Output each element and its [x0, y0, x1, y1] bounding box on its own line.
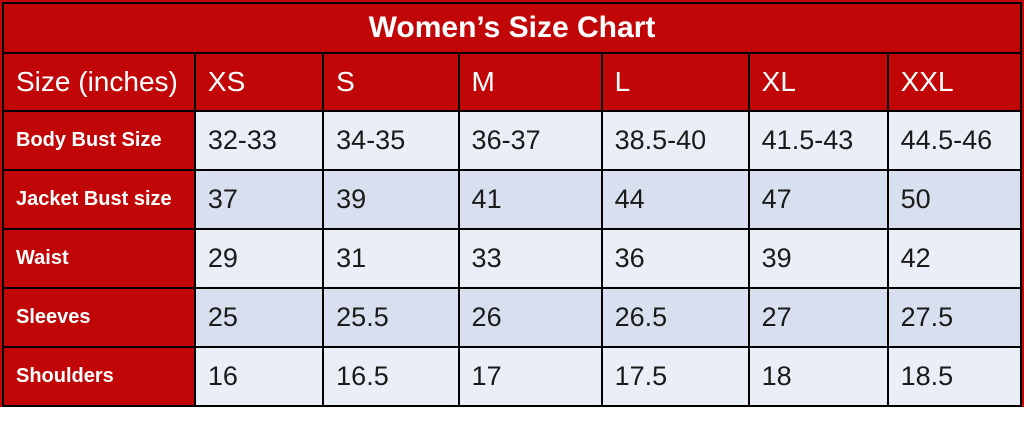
size-cell: 42	[886, 228, 1023, 289]
size-cell: 39	[322, 169, 460, 230]
chart-frame: Women’s Size Chart Size (inches) XS S M …	[0, 0, 1024, 407]
size-cell: 44.5-46	[886, 110, 1023, 171]
size-cell: 38.5-40	[600, 110, 750, 171]
column-header-xs: XS	[193, 52, 325, 112]
size-cell: 44	[600, 169, 750, 230]
column-header-row: Size (inches) XS S M L XL XXL	[2, 52, 1023, 112]
row-label-body-bust-size: Body Bust Size	[2, 110, 196, 171]
table-row-waist: Waist 29 31 33 36 39 42	[2, 228, 1023, 289]
size-cell: 16	[193, 346, 325, 407]
column-header-l: L	[600, 52, 750, 112]
column-header-size-inches: Size (inches)	[2, 52, 196, 112]
size-cell: 36	[600, 228, 750, 289]
size-cell: 29	[193, 228, 325, 289]
size-cell: 39	[747, 228, 889, 289]
row-label-shoulders: Shoulders	[2, 346, 196, 407]
size-cell: 26	[457, 287, 603, 348]
size-cell: 33	[457, 228, 603, 289]
size-cell: 17	[457, 346, 603, 407]
size-cell: 25	[193, 287, 325, 348]
size-cell: 41.5-43	[747, 110, 889, 171]
row-label-waist: Waist	[2, 228, 196, 289]
table-row-sleeves: Sleeves 25 25.5 26 26.5 27 27.5	[2, 287, 1023, 348]
size-cell: 50	[886, 169, 1023, 230]
size-cell: 27.5	[886, 287, 1023, 348]
size-cell: 25.5	[322, 287, 460, 348]
size-cell: 37	[193, 169, 325, 230]
table-row-jacket-bust: Jacket Bust size 37 39 41 44 47 50	[2, 169, 1023, 230]
size-cell: 41	[457, 169, 603, 230]
size-cell: 31	[322, 228, 460, 289]
column-header-xl: XL	[747, 52, 889, 112]
size-cell: 26.5	[600, 287, 750, 348]
table-row-body-bust: Body Bust Size 32-33 34-35 36-37 38.5-40…	[2, 110, 1023, 171]
size-cell: 18	[747, 346, 889, 407]
chart-title: Women’s Size Chart	[2, 2, 1022, 54]
size-cell: 27	[747, 287, 889, 348]
size-cell: 36-37	[457, 110, 603, 171]
size-chart-table: Women’s Size Chart Size (inches) XS S M …	[2, 2, 1023, 407]
table-row-shoulders: Shoulders 16 16.5 17 17.5 18 18.5	[2, 346, 1023, 407]
column-header-m: M	[457, 52, 603, 112]
row-label-sleeves: Sleeves	[2, 287, 196, 348]
size-cell: 17.5	[600, 346, 750, 407]
row-label-jacket-bust-size: Jacket Bust size	[2, 169, 196, 230]
size-cell: 47	[747, 169, 889, 230]
column-header-xxl: XXL	[886, 52, 1023, 112]
size-cell: 18.5	[886, 346, 1023, 407]
column-header-s: S	[322, 52, 460, 112]
title-row: Women’s Size Chart	[2, 2, 1022, 54]
size-cell: 16.5	[322, 346, 460, 407]
size-cell: 34-35	[322, 110, 460, 171]
size-cell: 32-33	[193, 110, 325, 171]
